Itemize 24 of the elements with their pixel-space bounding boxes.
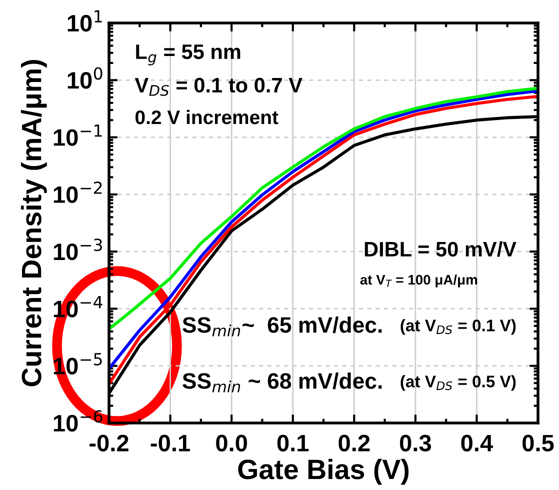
x-tick-label: 0.0 <box>216 434 248 452</box>
annotation: (at V$_{DS}$ = 0.1 V) <box>400 319 516 335</box>
annotation: DIBL = 50 mV/V <box>364 241 516 257</box>
y-tick-label: 10$^{1}$ <box>68 10 102 32</box>
x-tick-label: 0.5 <box>522 434 554 452</box>
y-tick-label: 10$^{0}$ <box>68 67 102 89</box>
annotation: SS$_{min}$~ 65 mV/dec. <box>182 316 382 336</box>
annotation: (at V$_{DS}$ = 0.5 V) <box>400 375 516 391</box>
y-axis-title: Current Density (mA/μm) <box>20 60 47 386</box>
annotation: V$_{DS}$ = 0.1 to 0.7 V <box>134 78 302 96</box>
y-tick-label: 10$^{−3}$ <box>54 238 102 260</box>
annotation: at V$_{T}$ = 100 μA/μm <box>360 274 478 288</box>
annotation: 0.2 V increment <box>136 110 278 124</box>
x-axis-title: Gate Bias (V) <box>238 458 409 485</box>
annotation: SS$_{min}$ ~ 68 mV/dec. <box>182 372 382 392</box>
x-tick-label: -0.1 <box>150 434 190 452</box>
y-tick-label: 10$^{−2}$ <box>54 182 102 204</box>
x-tick-label: 0.3 <box>400 434 431 452</box>
x-tick-label: -0.2 <box>90 434 128 452</box>
x-tick-label: 0.2 <box>338 434 370 452</box>
annotation: L$_{g}$ = 55 nm <box>136 44 240 66</box>
x-tick-label: 0.4 <box>461 434 493 452</box>
y-tick-label: 10$^{−1}$ <box>54 124 102 146</box>
x-tick-label: 0.1 <box>277 434 309 452</box>
